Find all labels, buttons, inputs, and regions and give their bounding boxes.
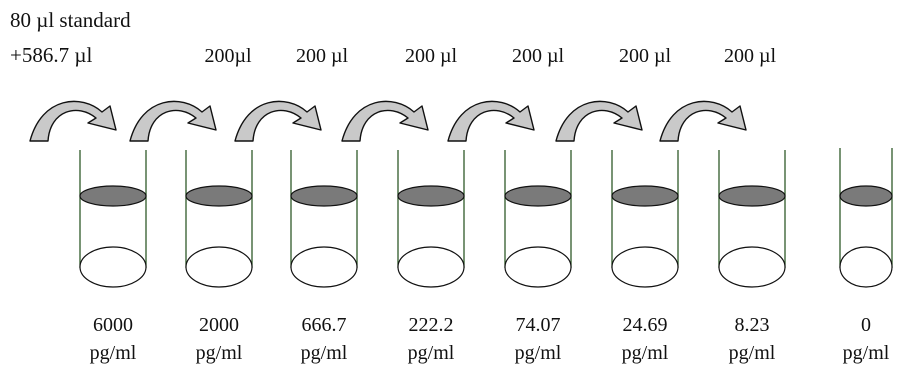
liquid-surface: [79, 185, 147, 207]
transfer-volume-labels: 200µl 200 µl 200 µl 200 µl 200 µl 200 µl: [204, 45, 776, 67]
tube-bottom: [290, 246, 358, 288]
tube: [79, 150, 147, 288]
tube-concentration: 24.69: [623, 314, 668, 336]
tube-concentration: 222.2: [409, 314, 454, 336]
tube-unit: pg/ml: [729, 342, 776, 364]
tube: [839, 148, 893, 288]
tube: [397, 150, 465, 288]
tube-bottom: [504, 246, 572, 288]
liquid-surface: [290, 185, 358, 207]
tube: [185, 150, 253, 288]
transfer-arrow-icon: [447, 100, 535, 142]
tube-unit: pg/ml: [843, 342, 890, 364]
liquid-surface: [185, 185, 253, 207]
liquid-surface: [839, 185, 893, 207]
intro-line-1: 80 µl standard: [10, 8, 131, 32]
liquid-surface: [504, 185, 572, 207]
transfer-volume-label: 200 µl: [405, 45, 458, 67]
liquid-surface: [611, 185, 679, 207]
tube-bottom: [839, 246, 893, 288]
transfer-volume-label: 200 µl: [619, 45, 672, 67]
transfer-volume-label: 200 µl: [296, 45, 349, 67]
tube-unit: pg/ml: [515, 342, 562, 364]
tube: [611, 150, 679, 288]
tube-bottom: [718, 246, 786, 288]
tube-unit: pg/ml: [622, 342, 669, 364]
tube-bottom: [79, 246, 147, 288]
tube-bottom: [397, 246, 465, 288]
tube-unit: pg/ml: [301, 342, 348, 364]
transfer-arrow-icon: [129, 100, 217, 142]
transfer-arrows: [29, 100, 747, 142]
tube-bottom: [185, 246, 253, 288]
transfer-volume-label: 200 µl: [724, 45, 777, 67]
tube-concentration: 6000: [93, 314, 133, 336]
tubes: [79, 148, 893, 288]
tube: [290, 150, 358, 288]
liquid-surface: [718, 185, 786, 207]
tube-unit: pg/ml: [90, 342, 137, 364]
transfer-volume-label: 200µl: [204, 45, 252, 67]
tube-unit: pg/ml: [408, 342, 455, 364]
tube-concentration: 0: [861, 314, 871, 336]
tube: [504, 150, 572, 288]
intro-line-2: +586.7 µl: [10, 43, 92, 67]
tube-concentration: 2000: [199, 314, 239, 336]
transfer-arrow-icon: [29, 100, 117, 142]
liquid-surface: [397, 185, 465, 207]
tube: [718, 150, 786, 288]
transfer-volume-label: 200 µl: [512, 45, 565, 67]
tube-concentration: 74.07: [516, 314, 561, 336]
transfer-arrow-icon: [659, 100, 747, 142]
tube-concentration: 666.7: [302, 314, 347, 336]
tube-bottom: [611, 246, 679, 288]
transfer-arrow-icon: [341, 100, 429, 142]
transfer-arrow-icon: [234, 100, 322, 142]
concentration-labels: 6000 pg/ml 2000 pg/ml 666.7 pg/ml 222.2 pg/ml 74…: [90, 314, 890, 364]
tube-concentration: 8.23: [735, 314, 770, 336]
tube-unit: pg/ml: [196, 342, 243, 364]
transfer-arrow-icon: [555, 100, 643, 142]
